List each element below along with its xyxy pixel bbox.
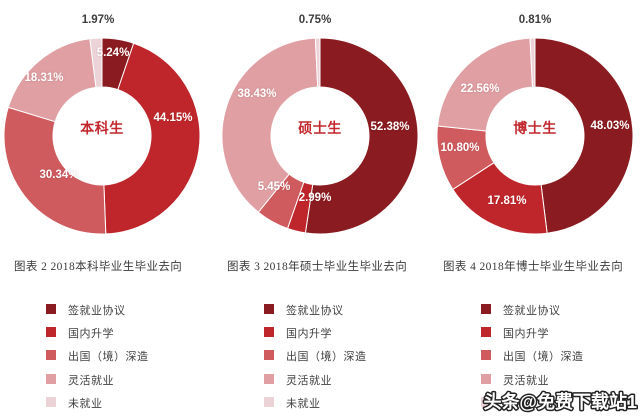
legend-label: 国内升学	[503, 328, 549, 341]
chart-caption: 图表 4 2018年博士毕业生毕业去向	[443, 261, 624, 273]
donut-chart-硕士生	[221, 37, 419, 235]
slice-value-label-国内升学: 2.99%	[298, 192, 332, 204]
legend-label: 国内升学	[286, 328, 332, 341]
slice-value-label-签就业协议: 5.24%	[96, 47, 130, 59]
slice-value-label-未就业: 1.97%	[81, 14, 115, 26]
slice-value-label-未就业: 0.75%	[298, 14, 332, 26]
legend-label: 灵活就业	[68, 374, 114, 387]
donut-center-label: 硕士生	[298, 120, 342, 136]
slice-value-label-未就业: 0.81%	[518, 14, 552, 26]
slice-value-label-国内升学: 17.81%	[487, 195, 527, 207]
legend-swatch-icon	[46, 373, 56, 384]
legend-swatch-icon	[264, 373, 274, 384]
legend-label: 未就业	[286, 397, 321, 410]
pie-slice-灵活就业	[221, 37, 319, 213]
pie-slice-签就业协议	[534, 37, 634, 234]
legend-label: 出国（境）深造	[503, 351, 584, 364]
legend-swatch-icon	[481, 373, 491, 384]
slice-value-label-出国（境）深造: 30.34%	[39, 169, 79, 181]
legend-swatch-icon	[264, 327, 274, 338]
legend-swatch-icon	[481, 327, 491, 338]
legend-label: 签就业协议	[68, 305, 126, 317]
legend-swatch-icon	[46, 396, 56, 407]
pie-slice-未就业	[529, 37, 536, 88]
donut-center-label: 本科生	[80, 120, 124, 136]
legend-swatch-icon	[264, 350, 274, 361]
slice-value-label-出国（境）深造: 10.80%	[440, 142, 480, 154]
slice-value-label-签就业协议: 48.03%	[590, 120, 630, 132]
legend-swatch-icon	[46, 327, 56, 338]
pie-slice-未就业	[314, 37, 321, 88]
pie-slice-灵活就业	[436, 37, 534, 132]
donut-chart-博士生	[436, 37, 634, 235]
legend-swatch-icon	[481, 304, 491, 314]
slice-value-label-灵活就业: 18.31%	[24, 72, 64, 84]
slice-value-label-出国（境）深造: 5.45%	[257, 181, 291, 193]
pie-slice-出国（境）深造	[3, 106, 107, 235]
legend-label: 未就业	[68, 397, 103, 410]
slice-value-label-灵活就业: 22.56%	[460, 83, 500, 95]
legend-label: 出国（境）深造	[286, 351, 367, 364]
legend-label: 签就业协议	[503, 305, 561, 317]
legend-swatch-icon	[46, 304, 56, 314]
pie-slice-国内升学	[103, 42, 201, 235]
pie-slice-签就业协议	[304, 37, 419, 235]
slice-value-label-国内升学: 44.15%	[153, 112, 193, 124]
legend-swatch-icon	[481, 350, 491, 361]
slice-value-label-灵活就业: 38.43%	[237, 88, 277, 100]
legend-label: 未就业	[503, 397, 538, 410]
legend-label: 签就业协议	[286, 305, 344, 317]
legend-swatch-icon	[481, 396, 491, 407]
chart-caption: 图表 3 2018年硕士毕业生毕业去向	[227, 261, 408, 273]
legend-label: 灵活就业	[503, 374, 549, 387]
legend-swatch-icon	[46, 350, 56, 361]
donut-chart-本科生	[3, 37, 201, 235]
slice-value-label-签就业协议: 52.38%	[370, 121, 410, 133]
legend-label: 出国（境）深造	[68, 351, 149, 364]
pie-slice-未就业	[89, 37, 103, 88]
legend-label: 国内升学	[68, 328, 114, 341]
legend-label: 灵活就业	[286, 374, 332, 387]
legend-swatch-icon	[264, 396, 274, 407]
chart-caption: 图表 2 2018本科毕业生毕业去向	[14, 261, 183, 273]
legend-swatch-icon	[264, 304, 274, 314]
donut-center-label: 博士生	[513, 120, 557, 136]
